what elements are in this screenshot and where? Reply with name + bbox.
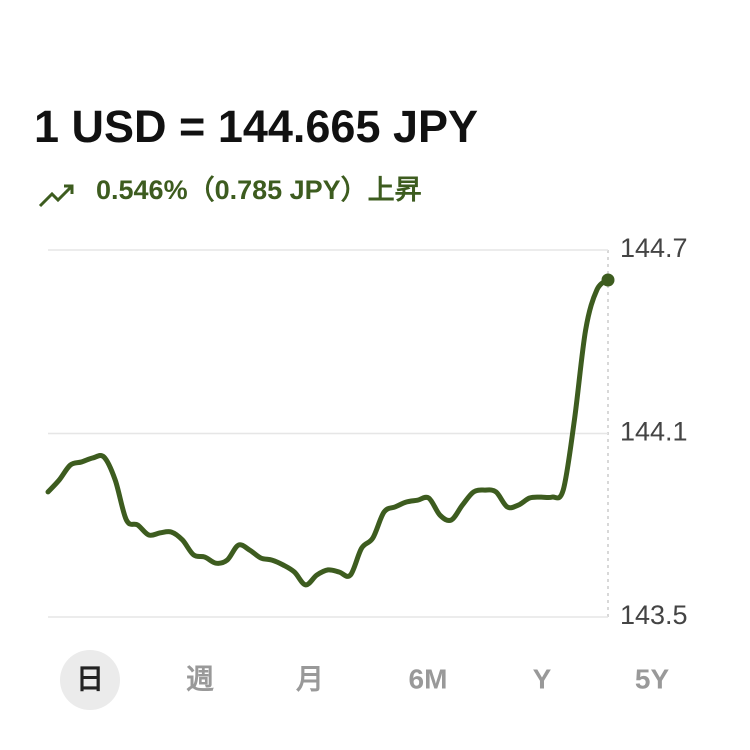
current-point xyxy=(601,273,615,287)
range-tab[interactable]: 日 xyxy=(76,663,104,694)
trend-icon xyxy=(38,184,74,208)
y-tick-label: 143.5 xyxy=(620,600,688,630)
y-tick-label: 144.7 xyxy=(620,233,688,263)
range-tab[interactable]: 週 xyxy=(186,663,214,694)
y-tick-label: 144.1 xyxy=(620,417,688,447)
rate-title: 1 USD = 144.665 JPY xyxy=(34,101,478,152)
range-tab[interactable]: 5Y xyxy=(635,663,670,694)
change-subtitle: 0.546%（0.785 JPY）上昇 xyxy=(96,175,422,205)
selected-tab-bg xyxy=(60,650,120,710)
range-tab[interactable]: 6M xyxy=(409,663,448,694)
price-line xyxy=(45,277,611,588)
range-tab[interactable]: Y xyxy=(533,663,552,694)
range-tab[interactable]: 月 xyxy=(295,663,324,694)
